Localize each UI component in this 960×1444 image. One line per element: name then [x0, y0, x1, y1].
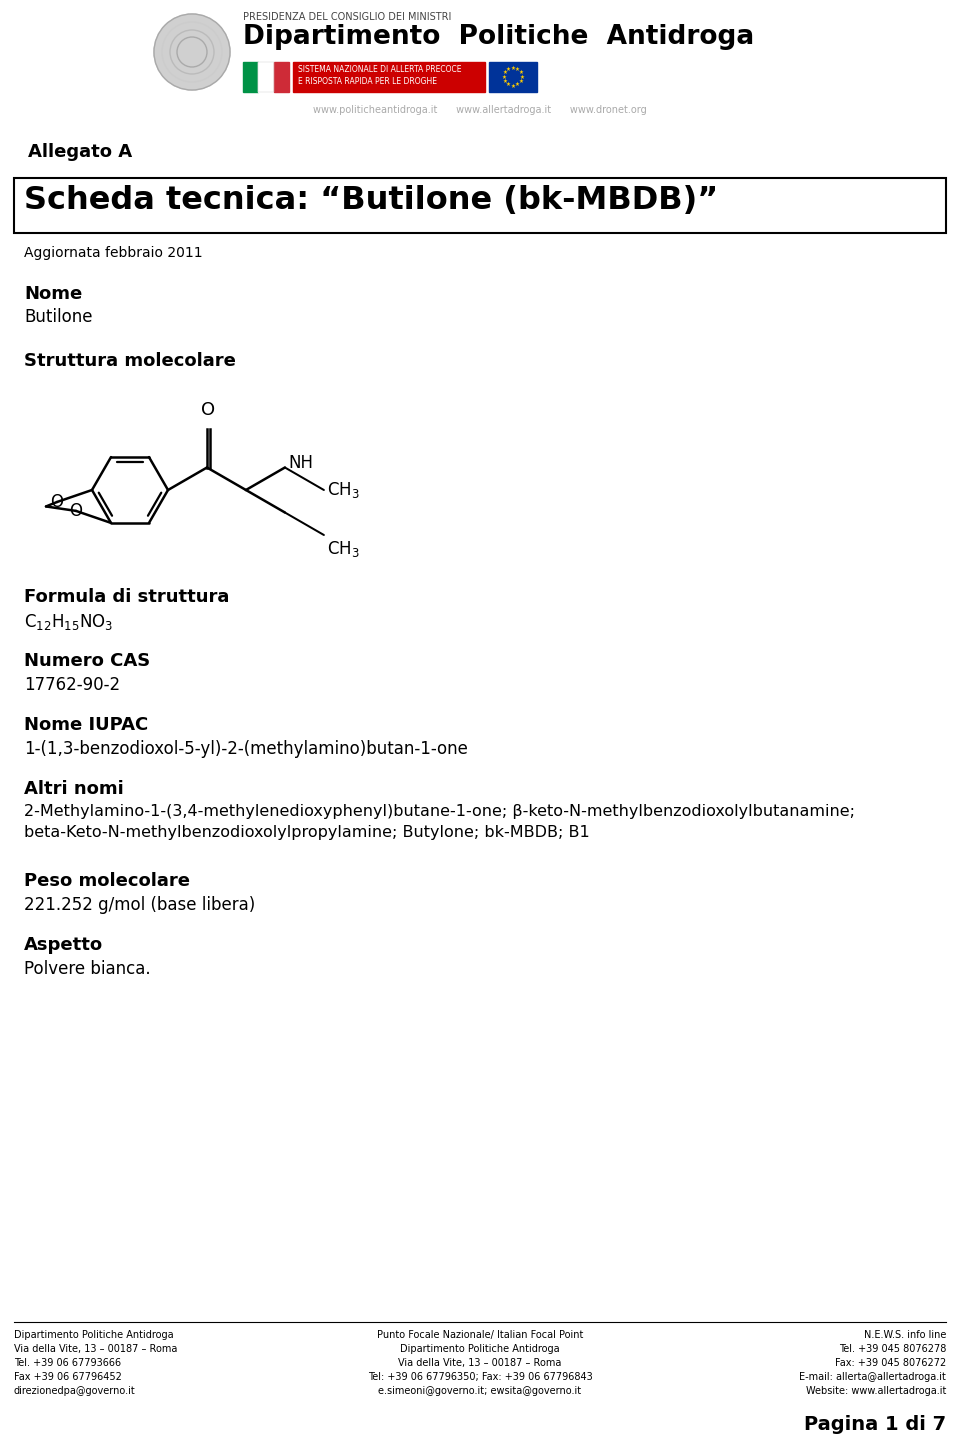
Bar — [258, 62, 274, 92]
Text: ★: ★ — [503, 79, 508, 84]
Text: Peso molecolare: Peso molecolare — [24, 872, 190, 890]
Text: SISTEMA NAZIONALE DI ALLERTA PRECOCE
E RISPOSTA RAPIDA PER LE DROGHE

NATIONAL E: SISTEMA NAZIONALE DI ALLERTA PRECOCE E R… — [298, 65, 462, 110]
Text: ★: ★ — [506, 66, 511, 72]
Text: ★: ★ — [511, 65, 516, 71]
Bar — [243, 62, 258, 92]
Text: www.politicheantidroga.it      www.allertadroga.it      www.dronet.org: www.politicheantidroga.it www.allertadro… — [313, 105, 647, 116]
Text: N.E.W.S. info line
Tel. +39 045 8076278
Fax: +39 045 8076272
E-mail: allerta@all: N.E.W.S. info line Tel. +39 045 8076278 … — [799, 1330, 946, 1396]
Text: ★: ★ — [516, 66, 520, 72]
Text: Scheda tecnica: “Butilone (bk-MBDB)”: Scheda tecnica: “Butilone (bk-MBDB)” — [24, 185, 718, 217]
Text: O: O — [69, 503, 83, 520]
Text: CH$_3$: CH$_3$ — [327, 539, 360, 559]
Text: Polvere bianca.: Polvere bianca. — [24, 960, 151, 978]
Text: ★: ★ — [511, 84, 516, 88]
Bar — [293, 62, 485, 92]
Text: 1-(1,3-benzodioxol-5-yl)-2-(methylamino)butan-1-one: 1-(1,3-benzodioxol-5-yl)-2-(methylamino)… — [24, 739, 468, 758]
Text: PRESIDENZA DEL CONSIGLIO DEI MINISTRI: PRESIDENZA DEL CONSIGLIO DEI MINISTRI — [243, 12, 451, 22]
Text: Pagina 1 di 7: Pagina 1 di 7 — [804, 1415, 946, 1434]
Text: O: O — [51, 492, 63, 511]
Text: Struttura molecolare: Struttura molecolare — [24, 352, 236, 370]
Text: ★: ★ — [503, 69, 508, 75]
Text: Aspetto: Aspetto — [24, 936, 103, 954]
Text: Dipartimento Politiche Antidroga
Via della Vite, 13 – 00187 – Roma
Tel. +39 06 6: Dipartimento Politiche Antidroga Via del… — [14, 1330, 178, 1396]
Bar — [274, 62, 289, 92]
Text: O: O — [201, 401, 215, 419]
Text: ★: ★ — [516, 82, 520, 87]
Text: C$_{12}$H$_{15}$NO$_3$: C$_{12}$H$_{15}$NO$_3$ — [24, 612, 113, 632]
Circle shape — [154, 14, 230, 90]
Text: ★: ★ — [518, 69, 523, 75]
Text: Formula di struttura: Formula di struttura — [24, 588, 229, 606]
Text: 221.252 g/mol (base libera): 221.252 g/mol (base libera) — [24, 895, 255, 914]
Text: 17762-90-2: 17762-90-2 — [24, 676, 120, 695]
Text: ★: ★ — [519, 75, 524, 79]
Text: ★: ★ — [506, 82, 511, 87]
Text: Numero CAS: Numero CAS — [24, 653, 151, 670]
Text: ★: ★ — [518, 79, 523, 84]
Text: ★: ★ — [501, 75, 507, 79]
Text: Allegato A: Allegato A — [28, 143, 132, 160]
Text: Nome IUPAC: Nome IUPAC — [24, 716, 148, 734]
Bar — [258, 62, 274, 92]
Text: NH: NH — [288, 453, 313, 472]
Text: Aggiornata febbraio 2011: Aggiornata febbraio 2011 — [24, 245, 203, 260]
Text: Butilone: Butilone — [24, 308, 92, 326]
Text: 2-Methylamino-1-(3,4-methylenedioxyphenyl)butane-1-one; β-keto-N-methylbenzodiox: 2-Methylamino-1-(3,4-methylenedioxypheny… — [24, 804, 855, 840]
Text: CH$_3$: CH$_3$ — [327, 479, 360, 500]
Text: Nome: Nome — [24, 284, 83, 303]
Bar — [14, 178, 946, 232]
Bar — [489, 62, 537, 92]
Text: Altri nomi: Altri nomi — [24, 780, 124, 799]
Text: Dipartimento  Politiche  Antidroga: Dipartimento Politiche Antidroga — [243, 25, 755, 51]
Text: Punto Focale Nazionale/ Italian Focal Point
Dipartimento Politiche Antidroga
Via: Punto Focale Nazionale/ Italian Focal Po… — [368, 1330, 592, 1396]
